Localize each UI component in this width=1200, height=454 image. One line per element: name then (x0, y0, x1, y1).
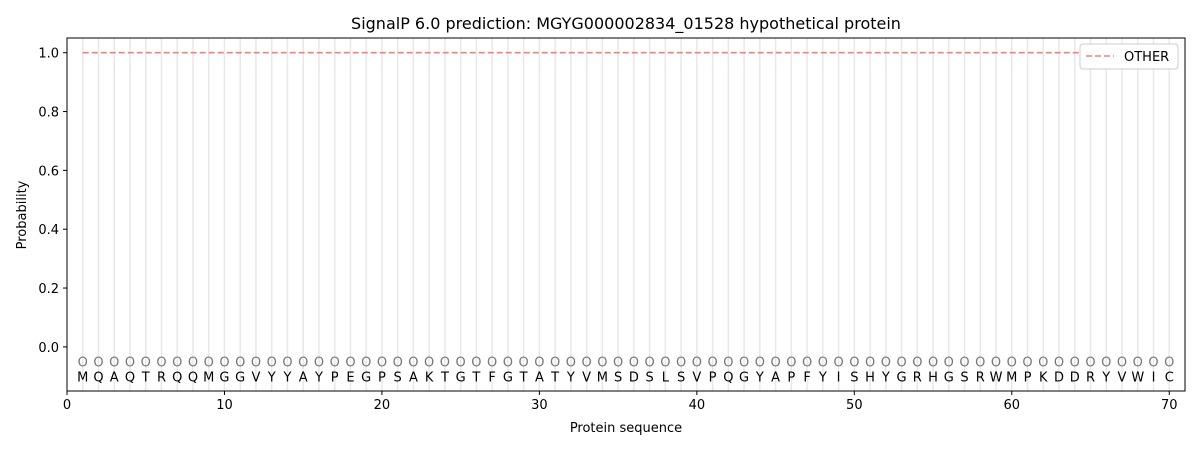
residue-letter: P (787, 370, 795, 385)
residue-letter: D (1070, 370, 1080, 385)
residue-letter: C (1165, 370, 1174, 385)
residue-letter: T (440, 370, 449, 385)
x-tick-label: 30 (531, 398, 548, 413)
residue-letter: Q (172, 370, 182, 385)
chart-title: SignalP 6.0 prediction: MGYG000002834_01… (351, 14, 901, 34)
residue-letter: G (361, 370, 371, 385)
residue-letter: A (110, 370, 119, 385)
residue-letter: F (803, 370, 810, 385)
residue-letter: G (944, 370, 954, 385)
residue-letter: A (771, 370, 780, 385)
residue-letter: T (471, 370, 480, 385)
y-tick-label: 0.6 (38, 164, 59, 179)
residue-letter: R (976, 370, 985, 385)
residue-letter: I (1152, 370, 1156, 385)
residue-letter: K (1039, 370, 1048, 385)
residue-letter: Y (282, 370, 291, 385)
residue-letter: M (77, 370, 88, 385)
residue-letter: S (645, 370, 653, 385)
residue-letter: V (252, 370, 261, 385)
residue-letter: K (425, 370, 434, 385)
residue-letter: R (913, 370, 922, 385)
residue-letter: G (739, 370, 749, 385)
residue-letter: V (692, 370, 701, 385)
residue-letter: P (1024, 370, 1032, 385)
residue-letter: S (394, 370, 402, 385)
residue-letter: E (346, 370, 354, 385)
residue-letter: V (582, 370, 591, 385)
residue-letter: Y (267, 370, 276, 385)
residue-letter: S (614, 370, 622, 385)
x-tick-label: 0 (63, 398, 71, 413)
residue-letter: S (677, 370, 685, 385)
residue-letter: M (1006, 370, 1017, 385)
x-tick-label: 70 (1161, 398, 1178, 413)
residue-letter: D (629, 370, 639, 385)
residue-letter: G (897, 370, 907, 385)
residue-letter: R (157, 370, 166, 385)
residue-letter: G (456, 370, 466, 385)
y-tick-label: 0.2 (38, 282, 59, 297)
residue-letter: I (837, 370, 841, 385)
x-tick-label: 20 (374, 398, 391, 413)
residue-letter: S (960, 370, 968, 385)
residue-letter: Q (188, 370, 198, 385)
legend: OTHER (1079, 43, 1179, 70)
residue-letter: G (235, 370, 245, 385)
y-tick-label: 1.0 (38, 47, 59, 62)
residue-letter: T (141, 370, 150, 385)
residue-letter: A (535, 370, 544, 385)
residue-letter: Y (566, 370, 575, 385)
grid-lines (81, 38, 1171, 391)
residue-letter: Y (881, 370, 890, 385)
residue-letter: P (378, 370, 386, 385)
residue-letter: W (1131, 370, 1144, 385)
residue-letter: L (662, 370, 670, 385)
residue-letter: D (1054, 370, 1064, 385)
residue-letter: G (503, 370, 513, 385)
residue-letter: T (550, 370, 559, 385)
residue-letter: P (331, 370, 339, 385)
legend-label-other: OTHER (1124, 50, 1169, 65)
residue-letter: H (865, 370, 875, 385)
residue-letter: M (597, 370, 608, 385)
residue-letter: A (409, 370, 418, 385)
residue-letter: Y (755, 370, 764, 385)
plot-frame (66, 37, 1186, 392)
residue-letter: Q (93, 370, 103, 385)
y-tick-label: 0.0 (38, 341, 59, 356)
residue-letter: V (1118, 370, 1127, 385)
residue-letter: Y (1101, 370, 1110, 385)
y-tick-label: 0.8 (38, 106, 59, 121)
residue-letter: Q (125, 370, 135, 385)
residue-letter: G (219, 370, 229, 385)
residue-letter: M (203, 370, 214, 385)
residue-letter: H (928, 370, 938, 385)
y-tick-label: 0.4 (38, 223, 59, 238)
residue-letter: R (1086, 370, 1095, 385)
residue-letter: Q (723, 370, 733, 385)
predicted-labels: OOOOOOOOOOOOOOOOOOOOOOOOOOOOOOOOOOOOOOOO… (78, 356, 1175, 371)
x-tick-label: 40 (689, 398, 706, 413)
residue-letter: Y (314, 370, 323, 385)
residue-labels: OOOOOOOOOOOOOOOOOOOOOOOOOOOOOOOOOOOOOOOO… (77, 356, 1174, 386)
x-tick-label: 10 (216, 398, 233, 413)
residue-letter: W (990, 370, 1003, 385)
x-tick-label: 60 (1004, 398, 1021, 413)
residue-letter: F (488, 370, 495, 385)
residue-letter: Y (818, 370, 827, 385)
residue-letter: S (850, 370, 858, 385)
axes: 0 10 20 30 40 50 60 70 0.0 0.2 0.4 0.6 0.8 1.0 (38, 47, 1177, 413)
residue-letter: P (709, 370, 717, 385)
residue-letter: A (299, 370, 308, 385)
y-axis-label: Probability (15, 180, 30, 249)
x-tick-label: 50 (846, 398, 863, 413)
residue-letter: T (519, 370, 528, 385)
x-axis-label: Protein sequence (570, 421, 682, 436)
